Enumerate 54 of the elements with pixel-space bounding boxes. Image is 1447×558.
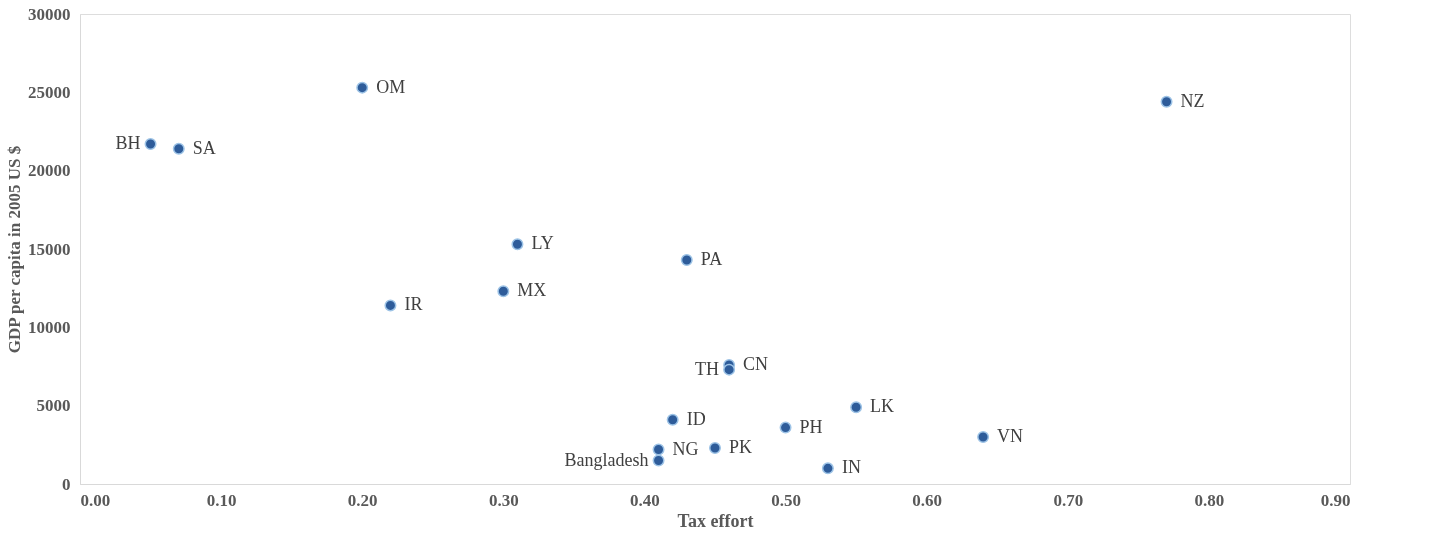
y-tick-label: 20000 (28, 161, 71, 181)
point (680, 253, 693, 266)
y-axis-title: GDP per capita in 2005 US $ (5, 145, 24, 354)
annotation: OM (376, 76, 406, 97)
x-tick-label: 0.50 (771, 490, 801, 510)
annotation: ID (686, 408, 706, 429)
x-tick-label: 0.20 (347, 490, 378, 510)
y-tick-label: 25000 (28, 82, 71, 102)
x-tick-label: 0.70 (1053, 490, 1084, 510)
point (821, 462, 834, 475)
x-tick-label: 0.00 (80, 490, 111, 510)
x-tick-label: 0.90 (1320, 490, 1351, 510)
point (779, 421, 792, 434)
annotation: PK (729, 436, 753, 457)
x-tick-label: 0.60 (912, 490, 943, 510)
annotation: CN (743, 353, 769, 374)
annotation: BH (115, 133, 141, 154)
x-tick-label: 0.30 (488, 490, 519, 510)
annotation: MX (517, 280, 547, 301)
point (511, 238, 524, 251)
annotation: PH (799, 416, 823, 437)
annotation: LK (870, 396, 895, 417)
point (144, 138, 157, 151)
annotation: VN (997, 426, 1024, 446)
y-tick-label: 10000 (28, 317, 71, 337)
point (850, 401, 863, 414)
point (497, 285, 510, 298)
annotation: IR (404, 294, 423, 315)
y-tick-label: 15000 (28, 239, 71, 259)
annotation: NZ (1180, 90, 1205, 111)
annotation: IN (841, 457, 861, 478)
annotation: SA (192, 137, 216, 158)
point (709, 441, 721, 454)
point (384, 299, 397, 312)
y-tick-label: 30000 (28, 4, 71, 24)
point (356, 81, 369, 94)
point (723, 363, 736, 376)
annotation: PA (700, 248, 723, 269)
point (1160, 95, 1173, 108)
annotation: NG (672, 438, 699, 459)
annotation: TH (695, 358, 720, 379)
point (977, 431, 990, 443)
x-tick-label: 0.10 (206, 490, 237, 510)
annotation: Bangladesh (564, 449, 649, 470)
x-axis-title: Tax effort (677, 510, 754, 531)
x-tick-label: 0.80 (1194, 490, 1225, 510)
annotation: LY (531, 233, 554, 254)
point (172, 142, 185, 155)
x-tick-label: 0.40 (630, 490, 660, 510)
y-tick-label: 5000 (36, 396, 71, 416)
point (652, 443, 665, 456)
point (666, 413, 679, 426)
y-tick-label: 0 (62, 474, 71, 494)
point (652, 454, 665, 467)
